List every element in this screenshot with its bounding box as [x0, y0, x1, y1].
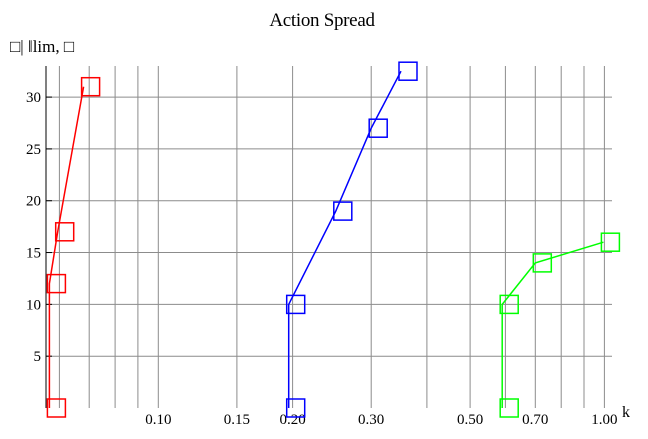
- y-tick-label: 30: [26, 90, 41, 106]
- series-line: [287, 70, 402, 408]
- data-point-marker: [285, 294, 306, 315]
- data-point-marker: [499, 294, 519, 315]
- data-point-marker: [54, 222, 75, 242]
- x-tick-label: 0.20: [279, 412, 305, 428]
- data-point-marker: [532, 253, 553, 273]
- axes: [45, 66, 52, 408]
- data-point-marker: [285, 398, 306, 418]
- y-axis-label: □| ǁlim, □: [10, 37, 74, 56]
- data-point-marker: [398, 61, 418, 81]
- y-tick-label: 10: [26, 297, 41, 313]
- x-tick-label: 0.30: [358, 412, 384, 428]
- data-point-marker: [80, 76, 101, 97]
- chart-title: Action Spread: [269, 10, 375, 31]
- x-tick-label: 1.00: [591, 412, 617, 428]
- series-line: [501, 241, 604, 408]
- series-layer: [46, 61, 621, 418]
- y-tick-label: 5: [34, 349, 42, 365]
- series-1: [46, 76, 101, 418]
- data-point-marker: [368, 118, 388, 138]
- series-line: [48, 86, 85, 408]
- x-tick-label: 0.70: [522, 412, 548, 428]
- data-point-marker: [499, 398, 519, 418]
- x-tick-label: 0.10: [145, 412, 171, 428]
- y-tick-label: 20: [26, 194, 41, 210]
- x-tick-label: 0.50: [457, 412, 483, 428]
- data-point-marker: [333, 201, 353, 221]
- series-2: [285, 61, 418, 418]
- y-tick-label: 25: [26, 142, 41, 158]
- data-point-marker: [46, 273, 67, 294]
- x-axis-label: k: [622, 404, 630, 421]
- grid-lines: [46, 66, 612, 408]
- series-3: [499, 232, 621, 418]
- x-tick-label: 0.15: [224, 412, 250, 428]
- data-point-marker: [46, 398, 67, 418]
- tick-labels: 5 10 15 20 25 30 0.10 0.15 0.20 0.30 0.50 0.70 1.00: [26, 90, 618, 428]
- y-tick-label: 15: [26, 246, 41, 262]
- data-point-marker: [600, 232, 621, 252]
